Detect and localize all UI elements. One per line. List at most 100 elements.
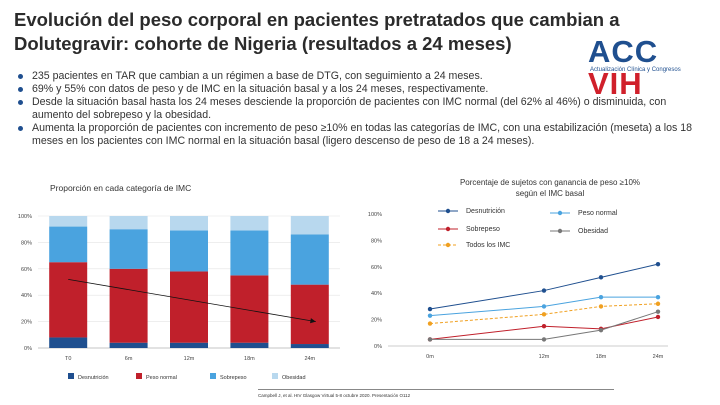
bar-x-tick-label: T0 <box>65 356 71 362</box>
line-y-tick-label: 0% <box>374 344 382 350</box>
page-title: Evolución del peso corporal en pacientes… <box>14 9 620 54</box>
bar-segment-sobrepeso <box>290 234 329 285</box>
bar-legend-label: Desnutrición <box>78 375 109 381</box>
series-point-obesidad <box>655 309 661 314</box>
bar-segment-peso-normal <box>170 271 208 343</box>
line-y-tick-label: 80% <box>371 238 382 244</box>
series-point-desnutrición <box>655 261 661 267</box>
series-point-obesidad <box>427 337 433 342</box>
bar-segment-desnutrición <box>49 337 88 348</box>
series-point-todos-los-imc <box>655 301 661 306</box>
bar-segment-obesidad <box>49 216 88 227</box>
line-y-tick-label: 20% <box>371 318 382 324</box>
bar-segment-obesidad <box>230 216 269 231</box>
bar-x-tick-label: 12m <box>184 356 195 362</box>
line-x-tick-label: 0m <box>426 354 434 360</box>
series-point-todos-los-imc <box>541 312 547 317</box>
bar-legend-label: Peso normal <box>146 375 177 381</box>
line-chart-title-line2: según el IMC basal <box>516 189 585 198</box>
trend-arrow-line <box>68 278 316 322</box>
bullet-item: 235 pacientes en TAR que cambian a un ré… <box>16 70 706 83</box>
line-legend-label: Sobrepeso <box>466 226 500 233</box>
bar-segment-sobrepeso <box>230 230 269 276</box>
bar-y-tick-label: 40% <box>21 293 32 299</box>
logo-wordmark: ACC VIH <box>588 34 659 101</box>
footnote-divider <box>258 389 614 390</box>
bar-segment-desnutrición <box>109 342 148 348</box>
bullet-item: Desde la situación basal hasta los 24 me… <box>16 96 706 122</box>
bullet-item: 69% y 55% con datos de peso y de IMC en … <box>16 83 706 96</box>
bar-y-tick-label: 60% <box>21 267 32 273</box>
series-point-obesidad <box>541 337 547 342</box>
series-point-peso-normal <box>598 294 604 300</box>
series-point-desnutrición <box>427 306 433 312</box>
series-point-todos-los-imc <box>427 321 433 326</box>
bar-legend-swatch <box>68 373 74 379</box>
series-point-todos-los-imc <box>598 304 604 309</box>
series-point-peso-normal <box>655 294 661 300</box>
line-y-tick-label: 60% <box>371 265 382 271</box>
series-point-desnutrición <box>541 288 547 293</box>
bar-legend-swatch <box>210 373 216 379</box>
line-x-tick-label: 12m <box>539 354 550 360</box>
line-x-tick-label: 18m <box>596 354 607 360</box>
bar-y-tick-label: 100% <box>18 214 32 220</box>
bar-segment-peso-normal <box>290 284 329 345</box>
logo-tagline: Actualización Clínica y Congresos <box>590 67 681 73</box>
footnote: Campbell J, et al. HIV Glasgow Virtual 5… <box>258 393 411 398</box>
bar-segment-sobrepeso <box>49 226 88 263</box>
bar-y-tick-label: 0% <box>24 346 32 352</box>
line-legend-marker <box>557 228 563 234</box>
trend-arrow-head <box>310 318 316 324</box>
series-point-peso-normal <box>427 313 433 318</box>
bar-legend-label: Sobrepeso <box>220 375 247 381</box>
bar-x-tick-label: 18m <box>244 356 255 362</box>
series-point-peso-normal <box>541 304 547 309</box>
line-chart-title-line1: Porcentaje de sujetos con ganancia de pe… <box>460 178 640 187</box>
line-legend-marker <box>557 210 563 216</box>
bar-segment-desnutrición <box>170 342 208 348</box>
bar-x-tick-label: 24m <box>304 356 315 362</box>
line-legend-marker <box>445 208 451 214</box>
series-line-desnutrición <box>429 263 659 310</box>
series-point-desnutrición <box>598 275 604 280</box>
series-line-obesidad <box>430 311 659 340</box>
bar-x-tick-label: 6m <box>125 356 133 362</box>
series-line-todos-los-imc <box>429 303 659 325</box>
bar-segment-peso-normal <box>49 262 88 338</box>
weight-gain-line-chart: Porcentaje de sujetos con ganancia de pe… <box>368 178 668 360</box>
line-legend-marker <box>445 242 451 248</box>
line-y-tick-label: 100% <box>368 212 382 218</box>
line-legend-label: Peso normal <box>578 210 618 217</box>
bullet-item: Aumenta la proporción de pacientes con i… <box>16 122 706 148</box>
bar-segment-obesidad <box>170 216 208 231</box>
bar-legend-swatch <box>272 373 278 379</box>
bar-legend-swatch <box>136 373 142 379</box>
bar-legend-label: Obesidad <box>282 375 306 381</box>
line-y-tick-label: 40% <box>371 291 382 297</box>
series-line-peso-normal <box>429 296 658 317</box>
line-legend-marker <box>445 226 451 232</box>
line-legend-label: Desnutrición <box>466 208 505 215</box>
line-legend-label: Obesidad <box>578 228 608 235</box>
bar-segment-obesidad <box>109 216 148 230</box>
series-point-obesidad <box>598 327 604 333</box>
series-line-sobrepeso <box>429 316 659 340</box>
bar-chart-title: Proporción en cada categoría de IMC <box>50 183 191 193</box>
series-point-sobrepeso <box>541 324 547 329</box>
accvih-logo: ACC VIH Actualización Clínica y Congreso… <box>588 36 708 100</box>
bar-segment-sobrepeso <box>170 230 208 272</box>
series-point-sobrepeso <box>655 314 661 320</box>
line-x-tick-label: 24m <box>653 354 664 360</box>
bar-segment-desnutrición <box>230 342 269 348</box>
bar-segment-peso-normal <box>230 275 269 343</box>
bar-segment-peso-normal <box>109 268 148 343</box>
bar-y-tick-label: 20% <box>21 320 32 326</box>
bmi-category-bar-chart: Proporción en cada categoría de IMC 0% 20%… <box>18 183 340 381</box>
line-legend-label: Todos los IMC <box>466 242 510 249</box>
bar-y-tick-label: 80% <box>21 240 32 246</box>
bullet-list: 235 pacientes en TAR que cambian a un ré… <box>16 70 706 148</box>
bar-segment-obesidad <box>290 216 329 235</box>
bar-segment-sobrepeso <box>109 229 148 269</box>
bar-segment-desnutrición <box>290 344 329 348</box>
